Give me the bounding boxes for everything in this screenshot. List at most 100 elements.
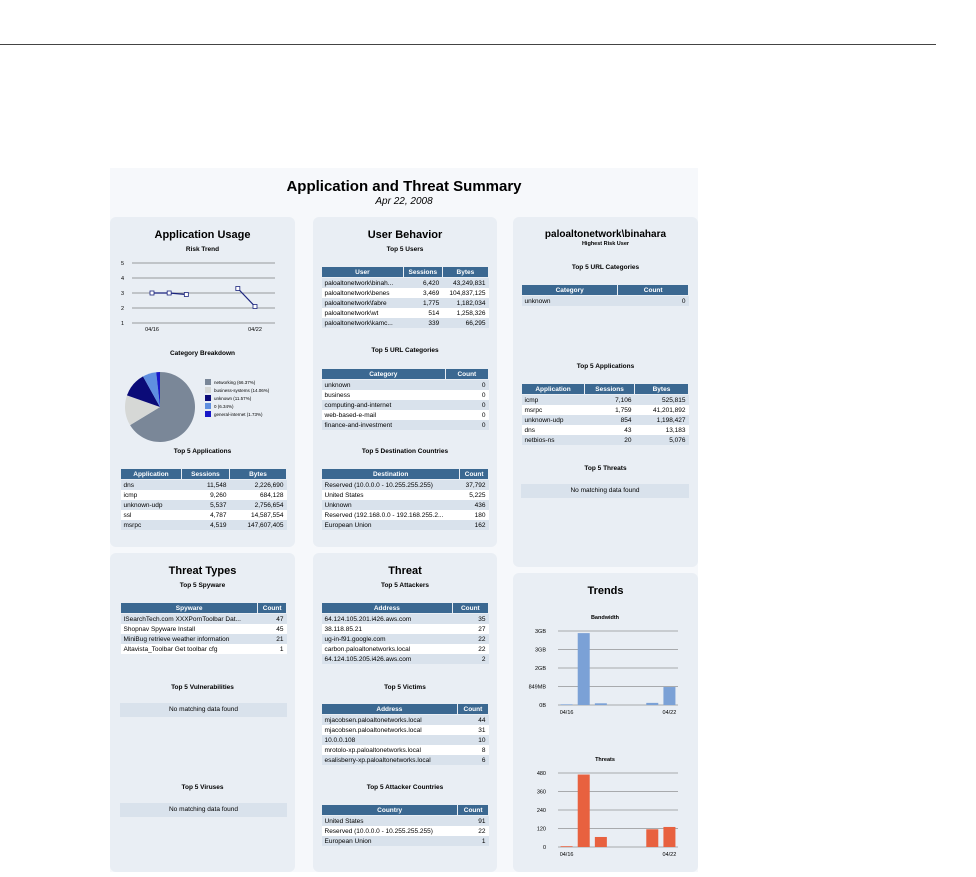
table-cell: web-based-e-mail — [321, 410, 446, 420]
table-row: United States 91 — [321, 815, 489, 826]
table-cell: 1,182,034 — [442, 298, 489, 308]
table-cell: 1,198,427 — [634, 415, 689, 425]
table-row: icmp 7,106 525,815 — [521, 394, 689, 405]
table-cell: MiniBug retrieve weather information — [120, 634, 258, 644]
report-title: Application and Threat Summary — [286, 178, 522, 195]
legend-swatch — [205, 403, 211, 409]
applications-table: Application Sessions Bytes dns 11,548 2,226,6… — [120, 468, 288, 530]
table-cell: Altavista_Toolbar Get toolbar cfg — [120, 644, 258, 654]
table-cell: 14,587,554 — [229, 510, 287, 520]
url-categories-title: Top 5 URL Categories — [371, 347, 439, 354]
table-cell: 91 — [457, 815, 489, 826]
table-row: mjacobsen.paloaltonetworks.local 44 — [321, 714, 489, 725]
table-cell: carbon.paloaltonetworks.local — [321, 644, 453, 654]
table-cell: 2,226,690 — [229, 479, 287, 490]
table-cell: paloaltonetwork\kamc... — [321, 318, 404, 328]
table-cell: 22 — [457, 826, 489, 836]
table-cell: ssl — [120, 510, 182, 520]
column-header: Bytes — [228, 468, 288, 480]
risk-user-threats-title: Top 5 Threats — [584, 465, 627, 472]
column-header: Destination — [320, 468, 461, 480]
table-cell: 514 — [403, 308, 443, 318]
table-row: mrotolo-xp.paloaltonetworks.local 8 — [321, 745, 489, 755]
table-cell: paloaltonetwork\wt — [321, 308, 404, 318]
bar — [594, 836, 607, 847]
table-cell: business — [321, 390, 446, 400]
table-row: esalisberry-xp.paloaltonetworks.local 6 — [321, 755, 489, 765]
risk-user-apps-table: Application Sessions Bytes icmp 7,106 525,815… — [520, 383, 690, 445]
table-cell: 436 — [459, 500, 489, 510]
risk-line — [237, 288, 256, 307]
table-row: Reserved (10.0.0.0 - 10.255.255.255) 22 — [321, 826, 489, 836]
table-cell: 5,225 — [459, 490, 489, 500]
table-cell: 0 — [445, 400, 489, 410]
threat-panel: Threat Top 5 Attackers Address Count 64.12… — [313, 553, 497, 872]
table-cell: 38.118.85.21 — [321, 624, 453, 634]
table-cell: 525,815 — [634, 394, 689, 405]
attackers-table: Address Count 64.124.105.201.i426.aws.com 3… — [321, 602, 490, 664]
table-cell: 41,201,892 — [634, 405, 689, 415]
bar — [577, 633, 590, 705]
category-pie-chart — [125, 372, 195, 442]
table-cell: 22 — [452, 634, 489, 644]
report: Application and Threat Summary Apr 22, 2… — [110, 168, 698, 872]
x-tick-label: 04/16 — [560, 852, 574, 858]
table-row: unknown 0 — [321, 379, 489, 390]
table-cell: Unknown — [321, 500, 460, 510]
table-row: business 0 — [321, 390, 489, 400]
x-tick-label: 04/22 — [663, 852, 677, 858]
vulnerabilities-title: Top 5 Vulnerabilities — [171, 684, 234, 691]
table-cell: ISearchTech.com XXXPornToolbar Dat... — [120, 613, 258, 624]
table-row: mjacobsen.paloaltonetworks.local 31 — [321, 725, 489, 735]
column-header: Sessions — [180, 468, 230, 480]
pie-slice — [130, 372, 195, 442]
victims-title: Top 5 Victims — [384, 684, 426, 691]
table-row: msrpc 4,519 147,607,405 — [120, 520, 287, 530]
table-cell: 1,775 — [403, 298, 443, 308]
table-cell: msrpc — [521, 405, 585, 415]
column-header: Country — [320, 804, 459, 816]
table-cell: msrpc — [120, 520, 182, 530]
x-tick-label: 04/16 — [145, 327, 159, 333]
table-cell: paloaltonetwork\binah... — [321, 277, 404, 288]
bar — [577, 774, 590, 847]
table-cell: 5,076 — [634, 435, 689, 445]
table-cell: 0 — [445, 390, 489, 400]
table-cell: 162 — [459, 520, 489, 530]
table-cell: 0 — [617, 295, 689, 306]
table-cell: icmp — [521, 394, 585, 405]
table-cell: 7,106 — [584, 394, 635, 405]
table-cell: European Union — [321, 520, 460, 530]
risk-point — [149, 290, 155, 296]
column-header: Count — [444, 368, 490, 380]
table-cell: 684,128 — [229, 490, 287, 500]
pie-slice — [125, 395, 160, 426]
column-header: Count — [459, 468, 489, 480]
table-row: web-based-e-mail 0 — [321, 410, 489, 420]
table-cell: 9,260 — [181, 490, 230, 500]
top-applications-title: Top 5 Applications — [173, 448, 232, 455]
table-cell: 1 — [457, 836, 489, 846]
top-divider — [0, 44, 936, 45]
risk-point — [235, 286, 241, 291]
column-header: Bytes — [441, 266, 490, 278]
table-row: Reserved (192.168.0.0 - 192.168.255.2...… — [321, 510, 489, 520]
column-header: Category — [321, 368, 446, 380]
panel-title: Threat Types — [168, 565, 237, 577]
table-cell: paloaltonetwork\benes — [321, 288, 404, 298]
pie-slice — [156, 372, 160, 407]
table-cell: esalisberry-xp.paloaltonetworks.local — [321, 755, 458, 765]
legend-swatch — [205, 387, 211, 393]
table-cell: 66,295 — [442, 318, 489, 328]
table-cell: 1 — [257, 644, 287, 654]
victims-table: Address Count mjacobsen.paloaltonetworks.l… — [321, 703, 490, 765]
table-row: paloaltonetwork\kamc... 339 66,295 — [321, 318, 489, 328]
table-cell: 0 — [445, 379, 489, 390]
column-header: Spyware — [119, 602, 259, 614]
table-row: unknown-udp 5,537 2,756,654 — [120, 500, 287, 510]
column-header: Category — [520, 284, 619, 296]
y-tick-label: 3GB — [535, 629, 546, 635]
table-cell: 3,469 — [403, 288, 443, 298]
table-cell: ug-in-f91.google.com — [321, 634, 453, 644]
column-header: Count — [457, 804, 489, 816]
